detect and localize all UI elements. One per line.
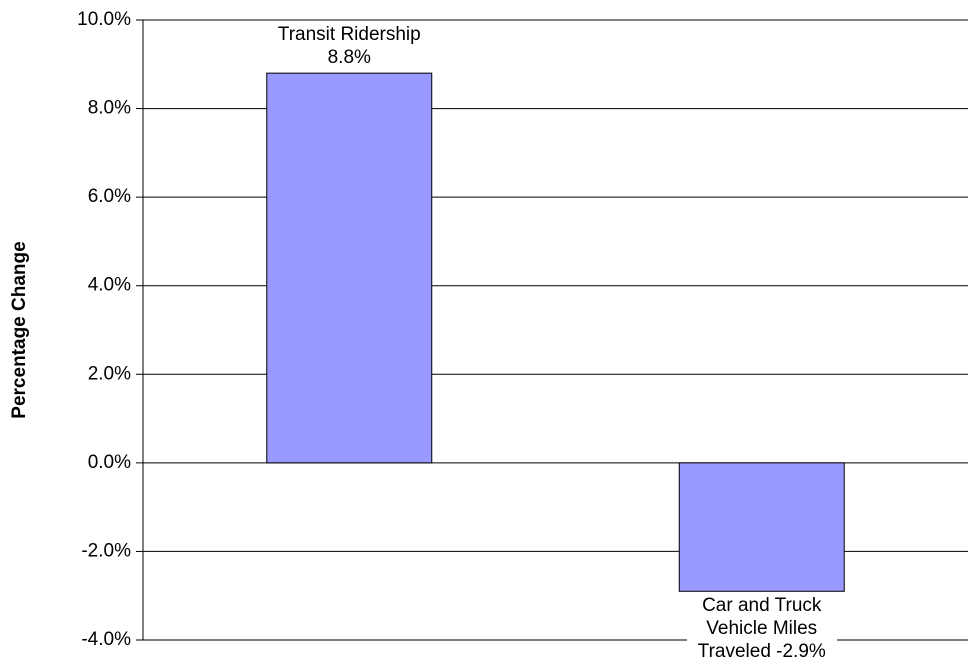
- y-tick-label: 0.0%: [88, 452, 131, 473]
- data-label: Transit Ridership 8.8%: [274, 23, 425, 70]
- data-label: Car and Truck Vehicle Miles Traveled -2.…: [686, 594, 837, 663]
- bar: [678, 462, 845, 592]
- y-tick-label: 8.0%: [88, 98, 131, 119]
- y-tick-label: 10.0%: [77, 9, 131, 30]
- y-tick-label: 4.0%: [88, 275, 131, 296]
- y-tick-label: -2.0%: [81, 540, 131, 561]
- bar: [266, 72, 433, 464]
- y-tick-label: -4.0%: [81, 629, 131, 650]
- y-tick-label: 6.0%: [88, 186, 131, 207]
- y-axis-title: Percentage Change: [9, 241, 30, 418]
- y-tick-label: 2.0%: [88, 363, 131, 384]
